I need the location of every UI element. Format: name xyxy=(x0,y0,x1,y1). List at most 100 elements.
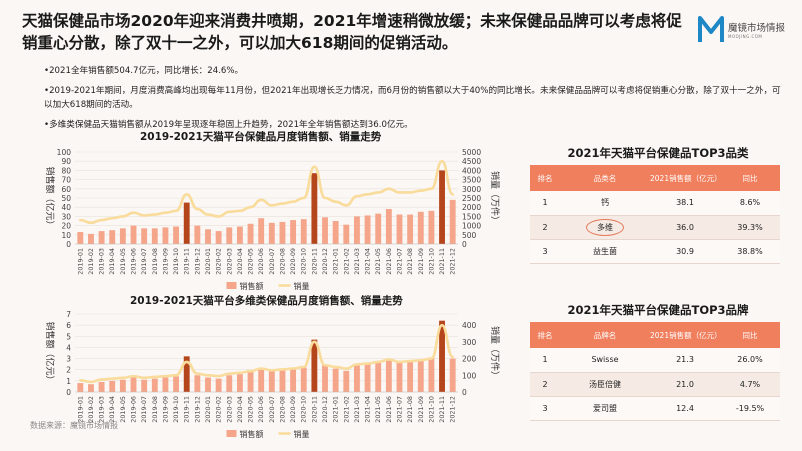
table-cell-rank: 2 xyxy=(530,372,560,397)
bar xyxy=(183,202,190,244)
table-header-yoy: 同比 xyxy=(720,322,780,348)
y-tick-label: 1 xyxy=(66,377,71,386)
y-tick-label: 100 xyxy=(57,148,72,157)
x-tick-label: 2020-01 xyxy=(204,248,212,275)
x-tick-label: 2020-03 xyxy=(225,248,233,275)
bar xyxy=(332,221,339,244)
table-cell-sales: 21.3 xyxy=(650,348,720,373)
bar xyxy=(98,381,105,392)
table1-title: 2021年天猫平台保健品TOP3品类 xyxy=(567,146,749,160)
table-cell-yoy: 26.0% xyxy=(720,348,780,373)
x-tick-label: 2019-01 xyxy=(76,396,84,423)
x-tick-label: 2021-04 xyxy=(364,396,372,423)
y2-tick-label: 0 xyxy=(462,388,467,397)
y2-tick-label: 500 xyxy=(462,231,477,240)
table-cell-yoy: -19.5% xyxy=(720,396,780,421)
x-tick-label: 2021-08 xyxy=(406,396,414,423)
bar xyxy=(300,219,307,244)
legend-label: 销售额 xyxy=(240,429,264,439)
bar xyxy=(98,231,105,244)
x-tick-label: 2019-04 xyxy=(108,248,116,275)
bar xyxy=(354,365,360,392)
y2-tick-label: 1000 xyxy=(462,222,481,231)
x-tick-label: 2021-02 xyxy=(342,396,350,423)
bar xyxy=(205,229,211,244)
bar xyxy=(162,227,169,244)
bar xyxy=(385,209,392,244)
bar xyxy=(236,226,243,244)
bar xyxy=(141,228,148,244)
bar xyxy=(396,214,403,244)
x-tick-label: 2020-08 xyxy=(278,396,286,423)
bar xyxy=(364,215,371,244)
bullet-item: •2021全年销售额504.7亿元，同比增长：24.6%。 xyxy=(44,66,244,76)
x-tick-label: 2021-09 xyxy=(417,248,425,275)
x-tick-label: 2019-09 xyxy=(161,248,169,275)
x-tick-label: 2021-10 xyxy=(427,248,435,275)
x-tick-label: 2020-07 xyxy=(268,396,276,423)
y2-tick-label: 2000 xyxy=(462,203,481,212)
table-cell-rank: 1 xyxy=(530,191,560,216)
y-tick-label: 10 xyxy=(61,231,71,240)
y-tick-label: 70 xyxy=(61,176,71,185)
bar xyxy=(247,371,254,392)
logo-m-icon xyxy=(698,16,724,42)
y-tick-label: 50 xyxy=(61,194,71,203)
table-cell-sales: 21.0 xyxy=(650,372,720,397)
x-tick-label: 2020-09 xyxy=(289,248,297,275)
x-tick-label: 2019-04 xyxy=(108,396,116,423)
data-source-note: 数据来源：魔镜市场情报 xyxy=(30,421,118,430)
x-tick-label: 2019-06 xyxy=(130,248,138,275)
bar xyxy=(88,384,94,392)
table-cell-sales: 30.9 xyxy=(650,239,720,264)
x-tick-label: 2020-12 xyxy=(321,248,329,275)
table-cell-yoy: 4.7% xyxy=(720,372,780,397)
bar xyxy=(407,361,414,392)
bar xyxy=(279,221,286,244)
table-header-sales: 2021销售额（亿元） xyxy=(650,165,722,191)
brand-logo: 魔镜市场情报 MOOJING.COM xyxy=(698,14,798,46)
x-tick-label: 2020-02 xyxy=(215,248,223,275)
table-cell-yoy: 8.6% xyxy=(720,191,780,216)
bullet-item: •多维类保健品天猫销售额从2019年呈现逐年稳固上升趋势，2021年全年销售额达… xyxy=(44,120,413,130)
x-tick-label: 2019-05 xyxy=(119,248,127,275)
table-cell-name: 爱司盟 xyxy=(560,396,650,421)
x-tick-label: 2021-01 xyxy=(332,396,340,423)
x-tick-label: 2020-07 xyxy=(268,248,276,275)
bar xyxy=(88,233,94,244)
table-header-rank: 排名 xyxy=(530,322,560,348)
page-title: 天猫保健品市场2020年迎来消费井喷期，2021年增速稍微放缓；未来保健品品牌可… xyxy=(22,12,682,52)
bullet-item: •2019-2021年期间，月度消费高峰均出现每年11月份，但2021年出现增长… xyxy=(44,86,781,110)
x-tick-label: 2021-02 xyxy=(342,248,350,275)
top3-category-table: 排名 品类名 2021销售额（亿元） 同比 1 钙 38.1 8.6% 2 多维… xyxy=(530,165,780,264)
bar xyxy=(162,377,169,392)
x-tick-label: 2020-09 xyxy=(289,396,297,423)
bar xyxy=(77,232,84,244)
table-header-sales: 2021销售额（亿元） xyxy=(650,322,722,348)
x-tick-label: 2021-03 xyxy=(353,396,361,423)
x-tick-label: 2021-01 xyxy=(332,248,340,275)
y2-tick-label: 400 xyxy=(462,321,477,330)
bar xyxy=(343,370,350,392)
bar xyxy=(194,225,201,244)
x-tick-label: 2019-05 xyxy=(119,396,127,423)
x-tick-label: 2020-06 xyxy=(257,248,265,275)
y2-tick-label: 3500 xyxy=(462,176,481,185)
y-tick-label: 7 xyxy=(66,310,71,319)
y2-tick-label: 4500 xyxy=(462,157,481,166)
bar xyxy=(311,339,318,392)
legend-swatch-bar xyxy=(226,282,237,289)
bar xyxy=(375,213,382,244)
x-tick-label: 2020-02 xyxy=(215,396,223,423)
bar xyxy=(354,216,360,244)
bar xyxy=(194,375,201,392)
table-cell-sales: 36.0 xyxy=(650,215,720,240)
y2-tick-label: 100 xyxy=(462,371,477,380)
bar xyxy=(109,380,116,392)
bar xyxy=(247,223,254,244)
bar xyxy=(417,360,424,392)
x-tick-label: 2019-07 xyxy=(140,396,148,423)
bar xyxy=(141,379,148,392)
y-tick-label: 3 xyxy=(66,355,71,364)
y-axis-label: 销售额（亿元） xyxy=(44,321,56,384)
